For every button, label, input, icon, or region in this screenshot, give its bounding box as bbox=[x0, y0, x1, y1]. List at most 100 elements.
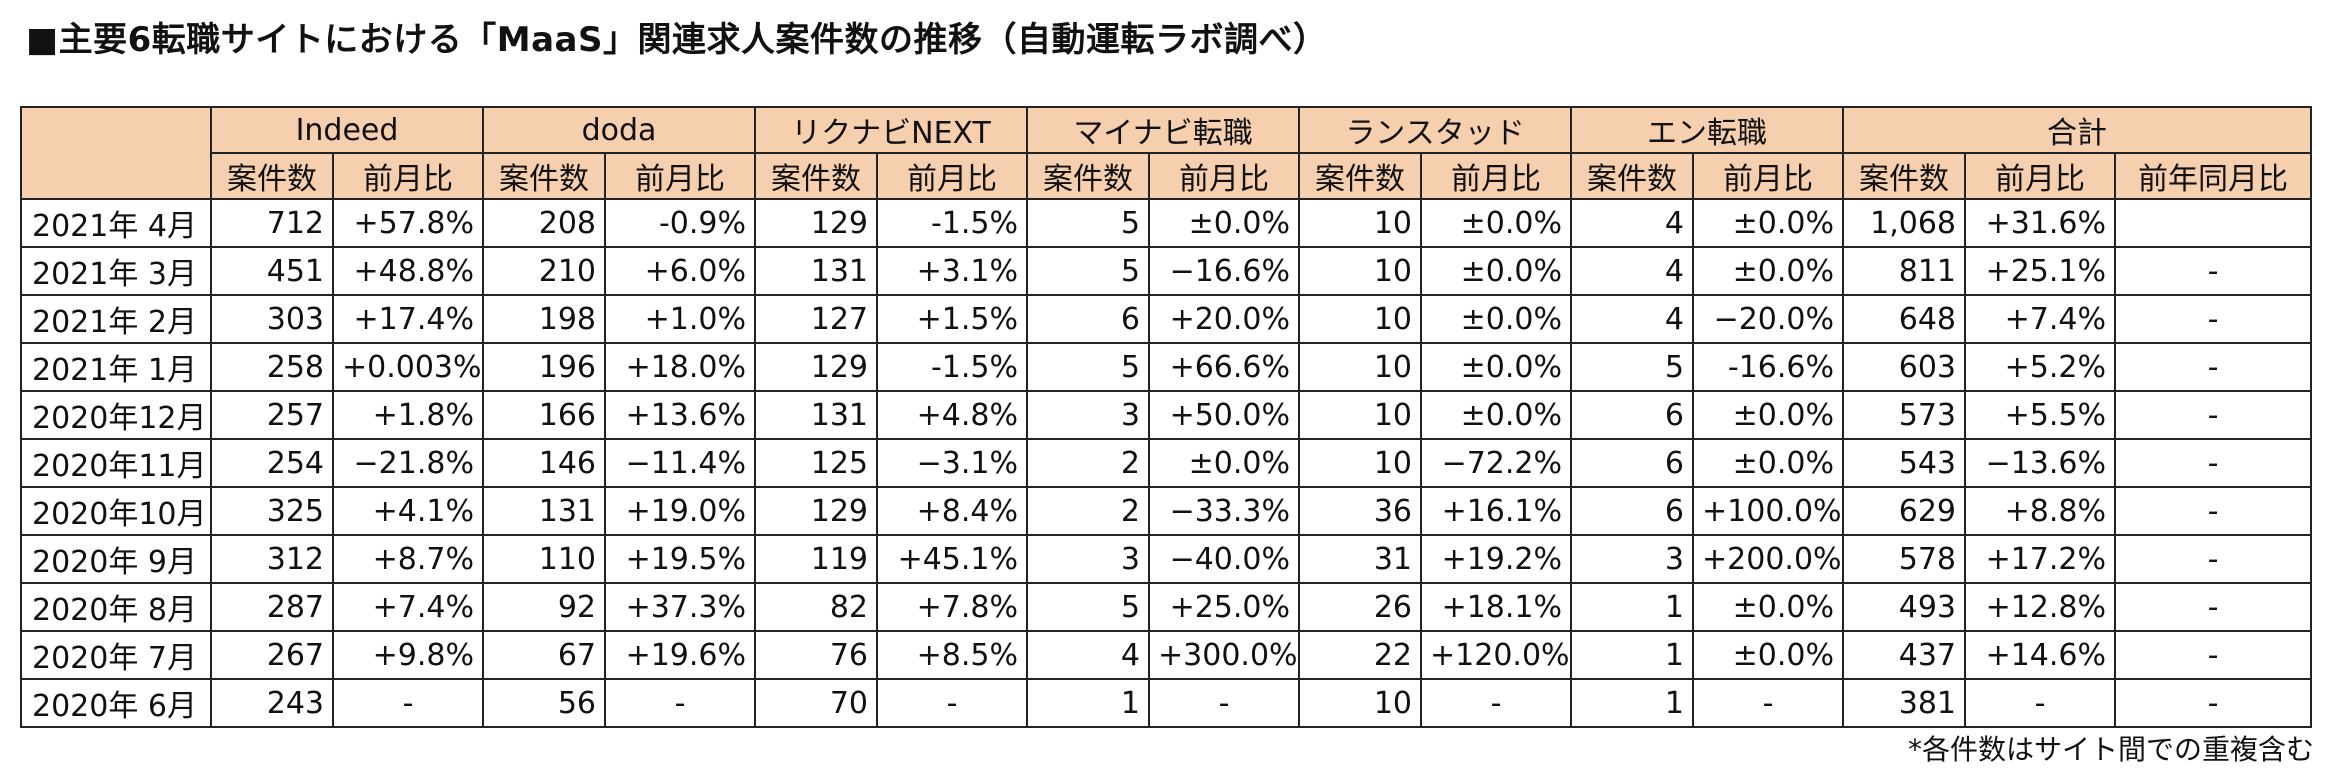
count-cell: 303 bbox=[210, 294, 334, 344]
count-cell: 648 bbox=[1842, 294, 1967, 344]
count-cell: 451 bbox=[210, 246, 334, 296]
count-cell: 56 bbox=[482, 678, 606, 728]
count-cell: 287 bbox=[210, 582, 334, 632]
mom-cell: +19.5% bbox=[603, 534, 757, 584]
month-cell: 2020年12月 bbox=[20, 390, 212, 440]
count-cell: 127 bbox=[754, 294, 879, 344]
count-cell: 5 bbox=[1026, 582, 1151, 632]
count-cell: 10 bbox=[1298, 438, 1423, 488]
mom-cell: - bbox=[1148, 678, 1301, 728]
count-cell: 10 bbox=[1298, 390, 1423, 440]
subheader-count: 案件数 bbox=[1842, 152, 1967, 200]
table-body: 2021年 4月 712 +57.8% 208 -0.9% 129 -1.5% 5 ±0.0% 1… bbox=[20, 198, 2313, 728]
mom-cell: +5.2% bbox=[1964, 342, 2117, 392]
subheader-count: 案件数 bbox=[482, 152, 606, 200]
count-cell: 437 bbox=[1842, 630, 1967, 680]
count-cell: 129 bbox=[754, 486, 879, 536]
mom-cell: +57.8% bbox=[332, 198, 484, 248]
mom-cell: ±0.0% bbox=[1420, 246, 1573, 296]
count-cell: 82 bbox=[754, 582, 879, 632]
mom-cell: -16.6% bbox=[1692, 342, 1845, 392]
table-row: 2020年 6月 243-56-70-1-10-1-381- - bbox=[20, 678, 2313, 728]
subheader-mom: 前月比 bbox=[1692, 152, 1845, 200]
count-cell: 10 bbox=[1298, 342, 1423, 392]
count-cell: 166 bbox=[482, 390, 606, 440]
mom-cell: - bbox=[332, 678, 484, 728]
mom-cell: +45.1% bbox=[876, 534, 1029, 584]
mom-cell: −21.8% bbox=[332, 438, 484, 488]
count-cell: 67 bbox=[482, 630, 606, 680]
yoy-cell: - bbox=[2114, 534, 2313, 584]
mom-cell: −33.3% bbox=[1148, 486, 1301, 536]
mom-cell: +9.8% bbox=[332, 630, 484, 680]
page-title: ■主要6転職サイトにおける「MaaS」関連求人案件数の推移（自動運転ラボ調べ） bbox=[26, 20, 1328, 60]
mom-cell: ±0.0% bbox=[1692, 438, 1845, 488]
count-cell: 131 bbox=[754, 390, 879, 440]
count-cell: 4 bbox=[1570, 294, 1695, 344]
count-cell: 4 bbox=[1026, 630, 1151, 680]
group-header: Indeed bbox=[210, 106, 484, 154]
count-cell: 258 bbox=[210, 342, 334, 392]
mom-cell: +4.1% bbox=[332, 486, 484, 536]
mom-cell: −72.2% bbox=[1420, 438, 1573, 488]
count-cell: 1,068 bbox=[1842, 198, 1967, 248]
mom-cell: - bbox=[876, 678, 1029, 728]
mom-cell: +8.5% bbox=[876, 630, 1029, 680]
mom-cell: +17.4% bbox=[332, 294, 484, 344]
count-cell: 578 bbox=[1842, 534, 1967, 584]
mom-cell: −40.0% bbox=[1148, 534, 1301, 584]
count-cell: 1 bbox=[1026, 678, 1151, 728]
mom-cell: +18.1% bbox=[1420, 582, 1573, 632]
subheader-count: 案件数 bbox=[754, 152, 879, 200]
count-cell: 257 bbox=[210, 390, 334, 440]
count-cell: 31 bbox=[1298, 534, 1423, 584]
count-cell: 6 bbox=[1026, 294, 1151, 344]
month-cell: 2020年 6月 bbox=[20, 678, 212, 728]
table-row: 2020年 7月 267 +9.8% 67 +19.6% 76 +8.5% 4 +300.0% 2… bbox=[20, 630, 2313, 680]
month-cell: 2020年11月 bbox=[20, 438, 212, 488]
yoy-cell: - bbox=[2114, 486, 2313, 536]
count-cell: 131 bbox=[482, 486, 606, 536]
count-cell: 312 bbox=[210, 534, 334, 584]
mom-cell: ±0.0% bbox=[1692, 198, 1845, 248]
mom-cell: -1.5% bbox=[876, 342, 1029, 392]
group-header: マイナビ転職 bbox=[1026, 106, 1301, 154]
mom-cell: +19.0% bbox=[603, 486, 757, 536]
mom-cell: - bbox=[1420, 678, 1573, 728]
count-cell: 573 bbox=[1842, 390, 1967, 440]
mom-cell: +19.2% bbox=[1420, 534, 1573, 584]
month-cell: 2021年 3月 bbox=[20, 246, 212, 296]
mom-cell: +25.0% bbox=[1148, 582, 1301, 632]
table-row: 2021年 3月 451 +48.8% 210 +6.0% 131 +3.1% 5 −16.6%… bbox=[20, 246, 2313, 296]
mom-cell: +8.4% bbox=[876, 486, 1029, 536]
yoy-cell bbox=[2114, 198, 2313, 248]
count-cell: 210 bbox=[482, 246, 606, 296]
month-cell: 2021年 4月 bbox=[20, 198, 212, 248]
group-header: doda bbox=[481, 106, 757, 154]
group-header: ランスタッド bbox=[1298, 106, 1573, 154]
mom-cell: −11.4% bbox=[603, 438, 757, 488]
count-cell: 92 bbox=[482, 582, 606, 632]
mom-cell: +200.0% bbox=[1692, 534, 1845, 584]
count-cell: 196 bbox=[482, 342, 606, 392]
mom-cell: +1.0% bbox=[603, 294, 757, 344]
mom-cell: +7.4% bbox=[1964, 294, 2117, 344]
mom-cell: +17.2% bbox=[1964, 534, 2117, 584]
mom-cell: +1.8% bbox=[332, 390, 484, 440]
count-cell: 36 bbox=[1298, 486, 1423, 536]
subheader-mom: 前月比 bbox=[1148, 152, 1301, 200]
mom-cell: ±0.0% bbox=[1420, 294, 1573, 344]
count-cell: 198 bbox=[482, 294, 606, 344]
mom-cell: +120.0% bbox=[1420, 630, 1573, 680]
count-cell: 129 bbox=[754, 198, 879, 248]
yoy-cell: - bbox=[2114, 246, 2313, 296]
count-cell: 3 bbox=[1570, 534, 1695, 584]
maas-job-table: Indeed doda リクナビNEXT マイナビ転職 ランスタッド エン転職 … bbox=[20, 106, 2313, 728]
mom-cell: ±0.0% bbox=[1148, 198, 1301, 248]
count-cell: 4 bbox=[1570, 246, 1695, 296]
mom-cell: +50.0% bbox=[1148, 390, 1301, 440]
subheader-mom: 前月比 bbox=[1964, 152, 2117, 200]
mom-cell: −20.0% bbox=[1692, 294, 1845, 344]
count-cell: 267 bbox=[210, 630, 334, 680]
count-cell: 10 bbox=[1298, 678, 1423, 728]
